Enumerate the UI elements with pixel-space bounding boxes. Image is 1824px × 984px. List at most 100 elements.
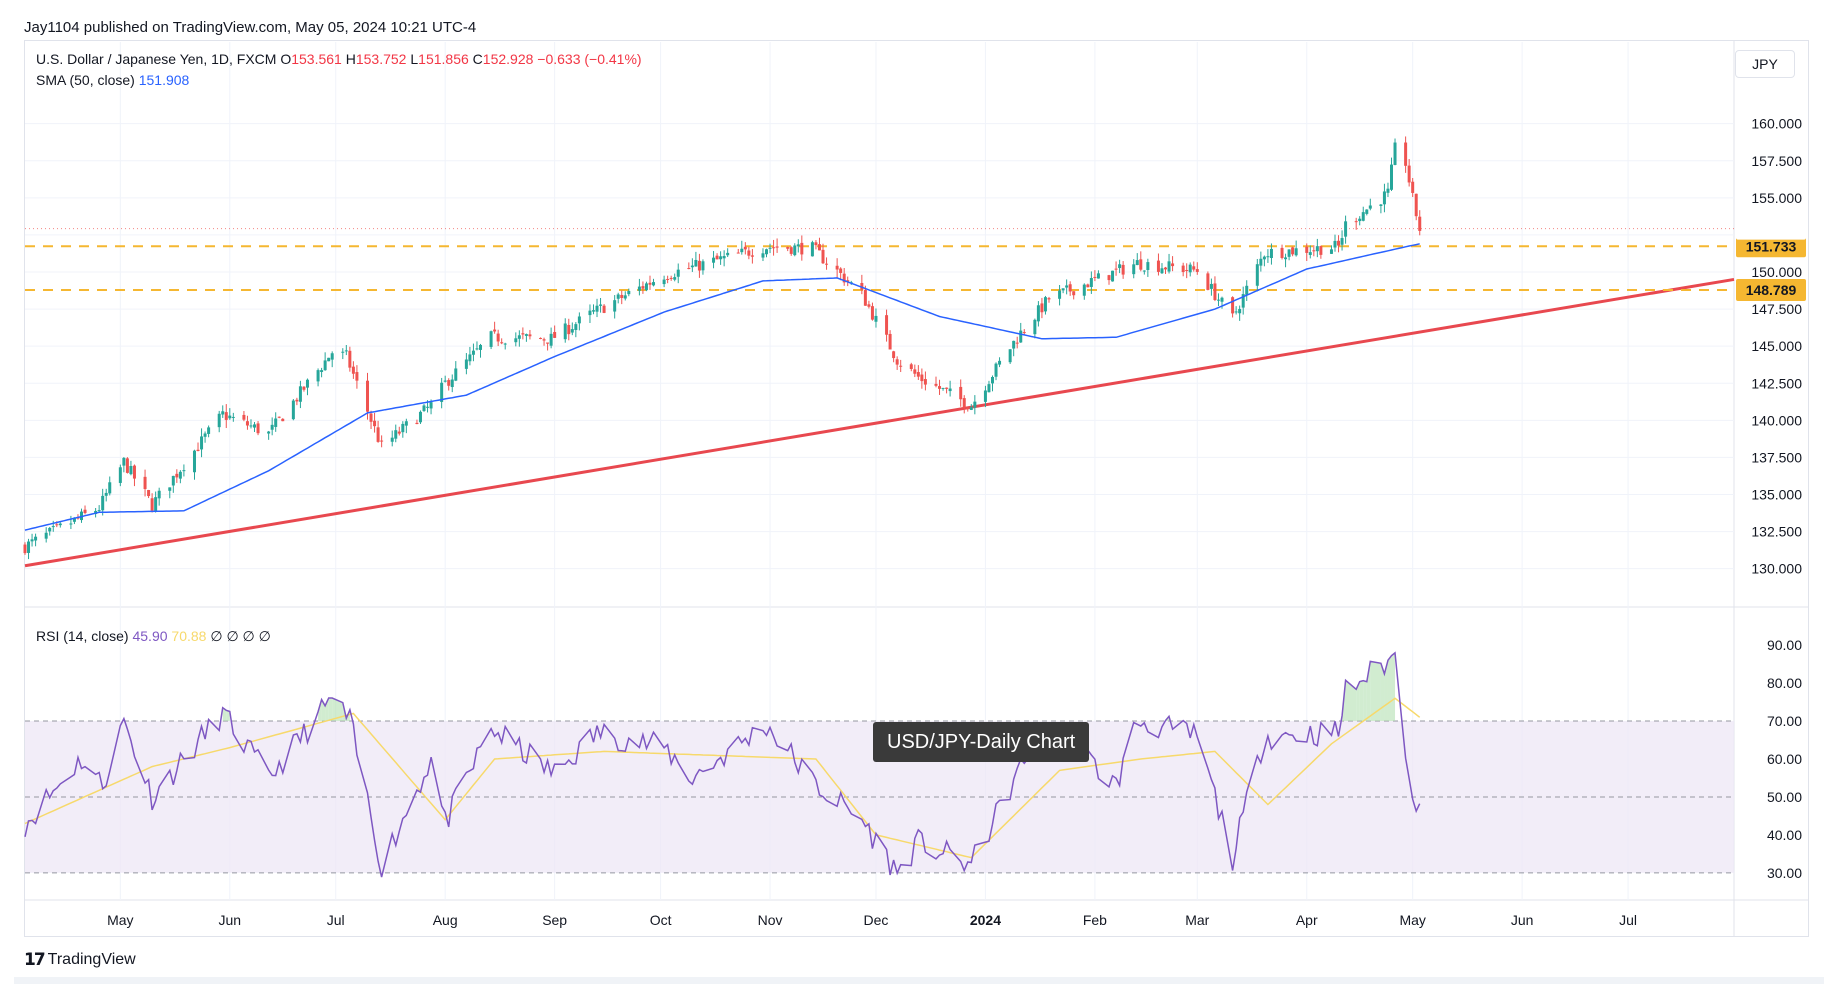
candle-body (422, 405, 426, 411)
candle-body (217, 413, 221, 428)
candle-body (30, 539, 34, 542)
price-tick-label: 137.500 (1751, 449, 1802, 465)
candle-body (1008, 349, 1012, 363)
candle-body (182, 470, 186, 472)
time-tick-label: Jun (219, 912, 242, 928)
candle-body (941, 387, 945, 389)
close-label: C (472, 51, 483, 67)
candle-body (1241, 294, 1245, 308)
candle-body (1068, 284, 1072, 292)
candle-body (517, 335, 521, 339)
support-trendline (24, 277, 1735, 568)
rsi-ma-value: 70.88 (171, 628, 207, 644)
candle-body (1333, 240, 1337, 248)
candlesticks (23, 136, 1422, 560)
candle-body (1022, 332, 1026, 334)
candle-body (962, 398, 966, 408)
candle-body (563, 323, 567, 340)
candle-body (108, 482, 112, 494)
candle-body (641, 286, 645, 289)
candle-body (793, 245, 797, 256)
candle-body (817, 244, 821, 251)
candle-body (192, 450, 196, 473)
candle-body (899, 365, 903, 367)
candle-body (129, 466, 133, 475)
candle-body (863, 289, 867, 306)
candle-body (542, 339, 546, 341)
candle-body (1040, 303, 1044, 313)
candle-body (320, 370, 324, 373)
candle-body (1234, 311, 1238, 313)
candle-body (789, 247, 793, 254)
candle-body (503, 343, 507, 345)
candle-body (1164, 267, 1168, 270)
candle-body (1135, 260, 1139, 266)
candle-body (916, 372, 920, 377)
candle-body (938, 386, 942, 389)
rsi-line (24, 651, 1421, 878)
candle-body (274, 418, 278, 427)
candle-body (1061, 288, 1065, 291)
candle-body (1305, 246, 1309, 253)
candle-body (330, 353, 334, 360)
candle-body (743, 246, 747, 250)
candle-body (1058, 290, 1062, 299)
candle-body (945, 387, 949, 389)
candle-body (1358, 218, 1362, 222)
candle-body (256, 423, 260, 434)
candle-body (376, 427, 380, 442)
candle-body (34, 536, 38, 541)
rsi-overbought-fill (1391, 652, 1396, 722)
close-value: 152.928 (482, 51, 534, 67)
rsi-overbought-fill (328, 697, 333, 722)
candle-body (1319, 246, 1323, 255)
rsi-overbought-fill (1370, 661, 1381, 722)
tradingview-brand: TradingView (47, 951, 136, 968)
trendline[interactable] (24, 277, 1735, 568)
candle-body (1368, 205, 1372, 209)
candle-body (305, 379, 309, 388)
candle-body (69, 523, 73, 525)
candle-body (846, 280, 850, 282)
candle-body (521, 333, 525, 335)
candle-body (440, 382, 444, 402)
currency-button[interactable]: JPY (1735, 50, 1795, 78)
candle-body (867, 304, 871, 307)
candle-body (1111, 270, 1115, 282)
chart-frame[interactable] (24, 40, 1809, 937)
candle-body (270, 424, 274, 430)
time-tick-label: Aug (433, 912, 458, 928)
candle-body (1036, 305, 1040, 322)
candle-body (719, 256, 723, 260)
sma-label: SMA (50, close) (36, 72, 135, 88)
candle-body (415, 422, 419, 425)
candle-body (1287, 249, 1291, 257)
candle-body (577, 316, 581, 324)
candle-body (83, 509, 87, 514)
candle-body (1365, 209, 1369, 214)
candle-body (994, 363, 998, 377)
rsi-overbought-fill (226, 710, 230, 722)
time-tick-label: Feb (1083, 912, 1107, 928)
chart-annotation[interactable]: USD/JPY-Daily Chart (873, 722, 1090, 762)
level-label-box (1736, 278, 1806, 301)
candle-body (394, 430, 398, 439)
candle-body (839, 268, 843, 273)
candle-body (348, 350, 352, 368)
candle-body (418, 411, 422, 423)
candle-body (969, 407, 973, 410)
horizontal-levels[interactable] (25, 228, 1734, 291)
candle-body (1146, 262, 1150, 271)
candle-body (553, 332, 557, 338)
candle-body (1065, 285, 1069, 288)
time-tick-label: Sep (542, 912, 567, 928)
candle-body (669, 277, 673, 279)
candle-body (1181, 265, 1185, 273)
candle-body (1093, 276, 1097, 278)
candle-body (1294, 248, 1298, 256)
tradingview-logo[interactable]: 𝟭𝟳 TradingView (24, 950, 136, 970)
candle-body (1259, 258, 1263, 266)
candle-body (726, 252, 730, 256)
time-tick-label: Oct (650, 912, 672, 928)
